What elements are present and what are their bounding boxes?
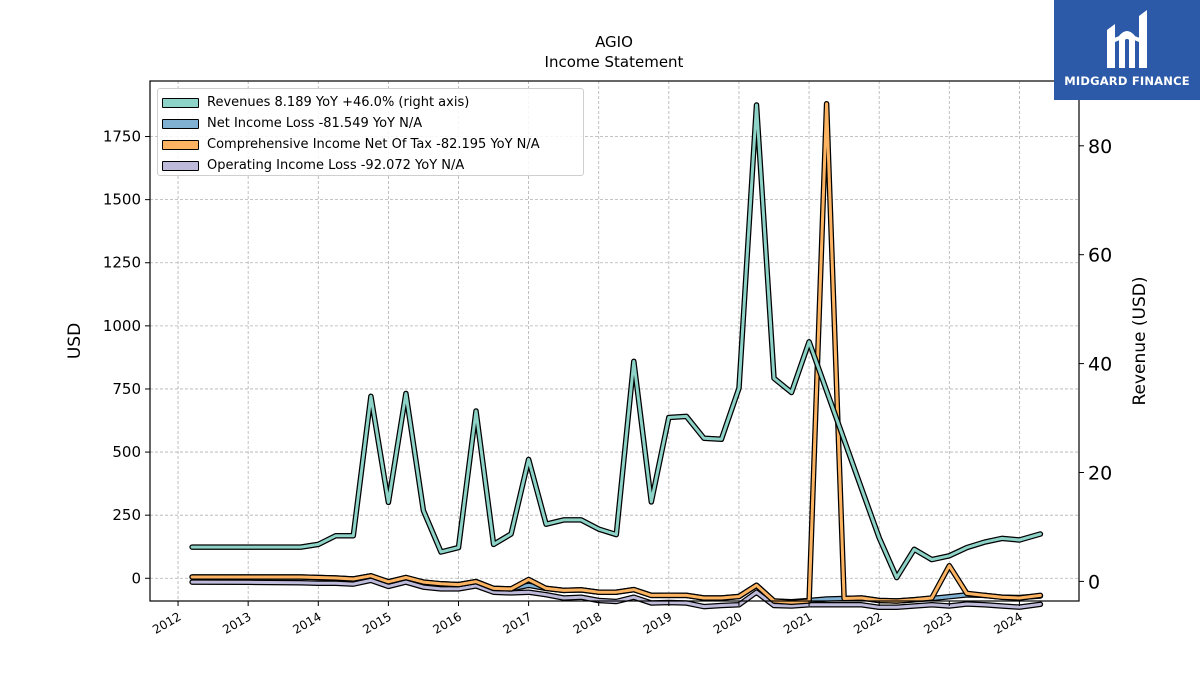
legend-label-net-income: Net Income Loss -81.549 YoY N/A xyxy=(207,116,423,131)
x-tick-label: 2021 xyxy=(781,609,814,636)
legend-swatch-revenues xyxy=(162,97,199,108)
left-axis-ticks: 0 250 500 750 1000 1250 1500 1750 xyxy=(103,128,150,587)
y-tick-label: 1750 xyxy=(103,128,141,146)
legend-item-comprehensive-income: Comprehensive Income Net Of Tax -82.195 … xyxy=(162,134,583,155)
legend-label-revenues: Revenues 8.189 YoY +46.0% (right axis) xyxy=(207,95,470,110)
left-axis-label: USD xyxy=(65,323,85,359)
y-tick-label: 1250 xyxy=(103,254,141,272)
series-lines xyxy=(189,100,1044,611)
right-axis-ticks: 0 20 40 60 80 xyxy=(1079,136,1112,593)
legend-item-net-income: Net Income Loss -81.549 YoY N/A xyxy=(162,113,583,134)
chart-title: AGIO xyxy=(595,33,633,51)
x-tick-label: 2014 xyxy=(290,609,323,636)
chart-legend: Revenues 8.189 YoY +46.0% (right axis) N… xyxy=(157,88,584,176)
midgard-logo-icon xyxy=(1107,10,1147,68)
x-tick-label: 2020 xyxy=(711,609,744,636)
legend-item-operating-income: Operating Income Loss -92.072 YoY N/A xyxy=(162,155,583,176)
series-line-comprehensive xyxy=(190,102,1042,604)
x-tick-label: 2024 xyxy=(991,609,1024,636)
right-tick-label: 40 xyxy=(1088,354,1112,376)
x-tick-label: 2015 xyxy=(360,609,393,636)
right-tick-label: 80 xyxy=(1088,136,1112,158)
legend-swatch-comprehensive-income xyxy=(162,139,199,150)
legend-label-operating-income: Operating Income Loss -92.072 YoY N/A xyxy=(207,158,465,173)
y-tick-label: 1500 xyxy=(103,191,141,209)
legend-swatch-operating-income xyxy=(162,160,199,171)
brand-name: MIDGARD FINANCE xyxy=(1064,74,1190,88)
x-tick-label: 2016 xyxy=(431,609,464,636)
legend-swatch-net-income xyxy=(162,118,199,129)
right-tick-label: 20 xyxy=(1088,462,1112,484)
x-tick-label: 2019 xyxy=(641,609,674,636)
right-axis-label: Revenue (USD) xyxy=(1130,276,1150,405)
x-tick-label: 2013 xyxy=(220,609,253,636)
x-tick-label: 2022 xyxy=(851,609,884,636)
y-tick-label: 750 xyxy=(112,380,141,398)
right-tick-label: 0 xyxy=(1088,571,1100,593)
y-tick-label: 500 xyxy=(112,443,141,461)
chart-subtitle: Income Statement xyxy=(545,53,684,71)
series-line-operating xyxy=(190,578,1042,609)
y-tick-label: 0 xyxy=(131,569,141,587)
x-tick-label: 2023 xyxy=(921,609,954,636)
plot-frame xyxy=(149,80,1080,602)
x-tick-label: 2017 xyxy=(501,609,534,636)
x-tick-label: 2012 xyxy=(150,609,183,636)
y-tick-label: 1000 xyxy=(103,317,141,335)
x-tick-label: 2018 xyxy=(571,609,604,636)
series-line-revenues xyxy=(190,103,1042,580)
y-tick-label: 250 xyxy=(112,506,141,524)
legend-item-revenues: Revenues 8.189 YoY +46.0% (right axis) xyxy=(162,92,583,113)
brand-logo: MIDGARD FINANCE xyxy=(1054,0,1200,100)
right-tick-label: 60 xyxy=(1088,245,1112,267)
legend-label-comprehensive-income: Comprehensive Income Net Of Tax -82.195 … xyxy=(207,137,540,152)
